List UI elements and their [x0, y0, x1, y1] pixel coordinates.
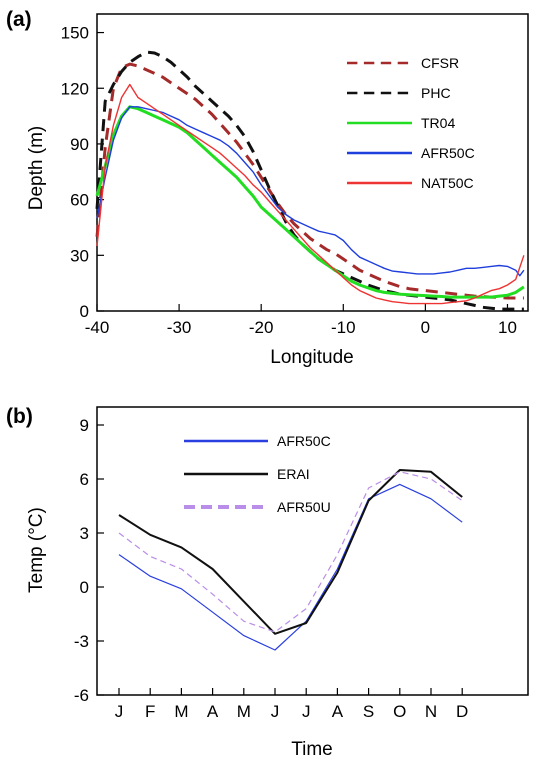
panel-a-y-tick-label: 0	[80, 302, 89, 321]
panel-b-x-tick-label: J	[271, 702, 280, 721]
series-line-afr50u	[118, 471, 463, 633]
panel-a-y-tick-label: 90	[70, 135, 89, 154]
legend-label-erai: ERAI	[277, 466, 310, 482]
panel-a-x-tick-label: -10	[331, 318, 356, 337]
panel-b-x-tick-label: N	[425, 702, 437, 721]
panel-a-frame	[96, 13, 529, 312]
panel-b-y-tick-label: -3	[74, 632, 89, 651]
panel-b-x-tick-label: A	[207, 702, 219, 721]
panel-a-y-tick-label: 150	[61, 24, 89, 43]
series-line-afr50c	[96, 106, 525, 277]
panel-a-y-tick-label: 60	[70, 191, 89, 210]
series-line-afr50c	[118, 483, 463, 651]
panel-a-y-axis-title: Depth (m)	[26, 126, 47, 210]
panel-a-x-tick-label: -30	[167, 318, 192, 337]
panel-b-lines	[118, 469, 463, 651]
panel-a-x-tick-label: 0	[421, 318, 430, 337]
legend-label-nat50c: NAT50C	[421, 175, 474, 191]
panel-b-x-tick-label: D	[456, 702, 468, 721]
panel-b-x-tick-label: J	[115, 702, 124, 721]
series-line-erai	[118, 469, 463, 635]
panel-a-lines	[95, 50, 525, 311]
panel-b-legend: AFR50C ERAI AFR50U	[184, 433, 331, 515]
panel-b-y-tick-label: 0	[80, 578, 89, 597]
legend-label-afr50u: AFR50U	[277, 499, 331, 515]
panel-a: (a) -40 -30 -20 -10 0 10 0 30 60 90 120 150 CFSR PHC…	[6, 8, 529, 368]
panel-a-x-axis-title: Longitude	[270, 347, 353, 368]
panel-a-ticks: -40 -30 -20 -10 0 10 0 30 60 90 120 150	[61, 24, 517, 337]
panel-a-label: (a)	[6, 8, 32, 31]
panel-b-frame	[96, 406, 529, 696]
panel-b-x-tick-label: M	[174, 702, 188, 721]
panel-b-y-tick-label: -6	[74, 686, 89, 705]
panel-a-y-tick-label: 120	[61, 79, 89, 98]
panel-a-x-tick-label: -20	[249, 318, 274, 337]
series-line-tr04	[95, 105, 525, 299]
panel-a-y-tick-label: 30	[70, 246, 89, 265]
panel-a-x-tick-label: -40	[85, 318, 110, 337]
series-line-cfsr	[95, 62, 524, 300]
panel-b-y-tick-label: 6	[80, 470, 89, 489]
legend-label-cfsr: CFSR	[421, 55, 459, 71]
panel-b-x-tick-label: J	[302, 702, 311, 721]
panel-b-x-tick-label: M	[237, 702, 251, 721]
panel-b-x-tick-label: F	[145, 702, 155, 721]
panel-b-x-tick-label: A	[332, 702, 344, 721]
panel-b-x-tick-label: O	[393, 702, 406, 721]
legend-label-phc: PHC	[421, 85, 451, 101]
legend-label-afr50c: AFR50C	[277, 433, 331, 449]
series-line-nat50c	[96, 83, 525, 305]
panel-b-y-axis-title: Temp (°C)	[26, 507, 47, 593]
panel-b-x-axis-title: Time	[291, 739, 333, 760]
legend-label-afr50c: AFR50C	[421, 145, 475, 161]
panel-b-y-tick-label: 3	[80, 524, 89, 543]
panel-a-x-tick-label: 10	[498, 318, 517, 337]
legend-label-tr04: TR04	[421, 115, 455, 131]
panel-a-legend: CFSR PHC TR04 AFR50C NAT50C	[347, 55, 475, 191]
panel-b-x-tick-label: S	[363, 702, 374, 721]
panel-b-y-tick-label: 9	[80, 416, 89, 435]
panel-b-label: (b)	[6, 405, 33, 428]
